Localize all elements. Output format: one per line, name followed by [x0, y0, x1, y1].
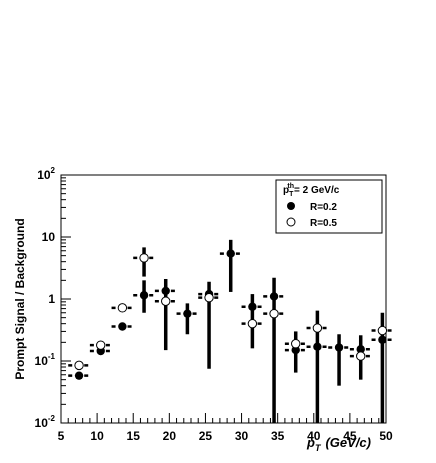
marker-filled-circle: [226, 249, 235, 258]
marker-open-circle: [74, 360, 84, 371]
x-axis-title-unit: (GeV/c): [325, 435, 371, 450]
x-tick-label: 15: [127, 429, 141, 443]
data-point-r05: [306, 323, 329, 333]
marker-open-circle: [96, 340, 106, 350]
data-marks: [68, 239, 394, 423]
y-tick-label: 10-2: [35, 414, 56, 430]
legend-label-r05: R=0.5: [310, 218, 337, 229]
marker-filled-circle: [378, 335, 387, 344]
x-tick-label: 35: [271, 429, 285, 443]
x-tick-label: 45: [343, 429, 357, 443]
data-point-r02: [133, 280, 155, 313]
marker-open-circle: [312, 323, 323, 333]
axis-ticks: [60, 174, 387, 424]
x-tick-label: 30: [235, 429, 249, 443]
data-point-r02: [176, 303, 199, 335]
y-tick-label: 102: [37, 166, 55, 182]
marker-open-circle: [247, 318, 258, 329]
data-point-r02: [284, 331, 307, 373]
marker-open-circle: [139, 253, 149, 263]
x-tick-label: 20: [163, 429, 177, 443]
y-tick-label: 10: [42, 230, 56, 244]
x-tick-label: 40: [307, 429, 321, 443]
data-point-r05: [133, 247, 155, 277]
data-point-r05: [371, 325, 394, 336]
x-axis-title: pT (GeV/c): [306, 435, 371, 453]
marker-filled-circle: [334, 343, 344, 352]
marker-open-circle: [117, 303, 128, 313]
marker-open-circle: [356, 351, 366, 361]
data-point-r05: [263, 308, 285, 319]
tick-labels: 5 10 15 20 25 30 35 40 45 50 10-2 10-1 1 10 102: [35, 166, 393, 443]
marker-open-circle: [377, 325, 388, 336]
x-axis-title-subscript: T: [315, 443, 322, 453]
data-point-r05: [349, 351, 372, 361]
data-point-r02: [111, 322, 134, 331]
y-axis-title: Prompt Signal / Background: [13, 218, 27, 379]
data-point-r02: [154, 279, 177, 351]
x-tick-label: 5: [58, 429, 65, 443]
marker-filled-circle: [139, 291, 149, 300]
data-point-r02: [68, 371, 90, 380]
data-point-r05: [68, 360, 90, 371]
legend-title: pTth= 2 GeV/c: [283, 183, 340, 198]
marker-filled-circle: [118, 322, 127, 331]
x-tick-label: 50: [379, 429, 393, 443]
legend-marker-r05: [286, 217, 296, 227]
marker-filled-circle: [291, 345, 300, 355]
marker-filled-circle: [248, 302, 257, 311]
marker-filled-circle: [183, 309, 192, 318]
legend-marker-r02: [287, 202, 295, 210]
data-point-r05: [111, 303, 134, 313]
marker-filled-circle: [161, 286, 170, 296]
data-point-r05: [284, 339, 307, 349]
marker-open-circle: [291, 339, 301, 349]
marker-filled-circle: [269, 292, 279, 301]
legend-title-superscript: th: [287, 183, 294, 190]
data-point-r05: [154, 296, 177, 306]
legend: pTth= 2 GeV/c R=0.2 R=0.5: [275, 179, 383, 234]
marker-filled-circle: [313, 342, 322, 351]
x-tick-label: 10: [90, 429, 104, 443]
legend-title-subscript: T: [289, 191, 294, 198]
data-point-r05: [241, 318, 264, 329]
data-point-r05: [198, 292, 220, 303]
marker-filled-circle: [74, 371, 84, 380]
x-axis-title-p: p: [306, 435, 315, 450]
marker-open-circle: [204, 292, 214, 303]
y-tick-label: 1: [48, 292, 55, 306]
data-point-r02: [219, 239, 242, 292]
data-point-r02: [328, 334, 350, 386]
legend-title-p: p: [283, 185, 289, 196]
marker-open-circle: [269, 308, 279, 319]
data-point-r02: [263, 277, 285, 423]
marker-filled-circle: [356, 344, 365, 354]
marker-open-circle: [161, 296, 171, 306]
x-tick-label: 25: [199, 429, 213, 443]
legend-title-rest: = 2 GeV/c: [294, 185, 340, 196]
legend-label-r02: R=0.2: [310, 202, 337, 213]
data-point-r05: [89, 340, 112, 350]
y-tick-label: 10-1: [35, 352, 56, 368]
